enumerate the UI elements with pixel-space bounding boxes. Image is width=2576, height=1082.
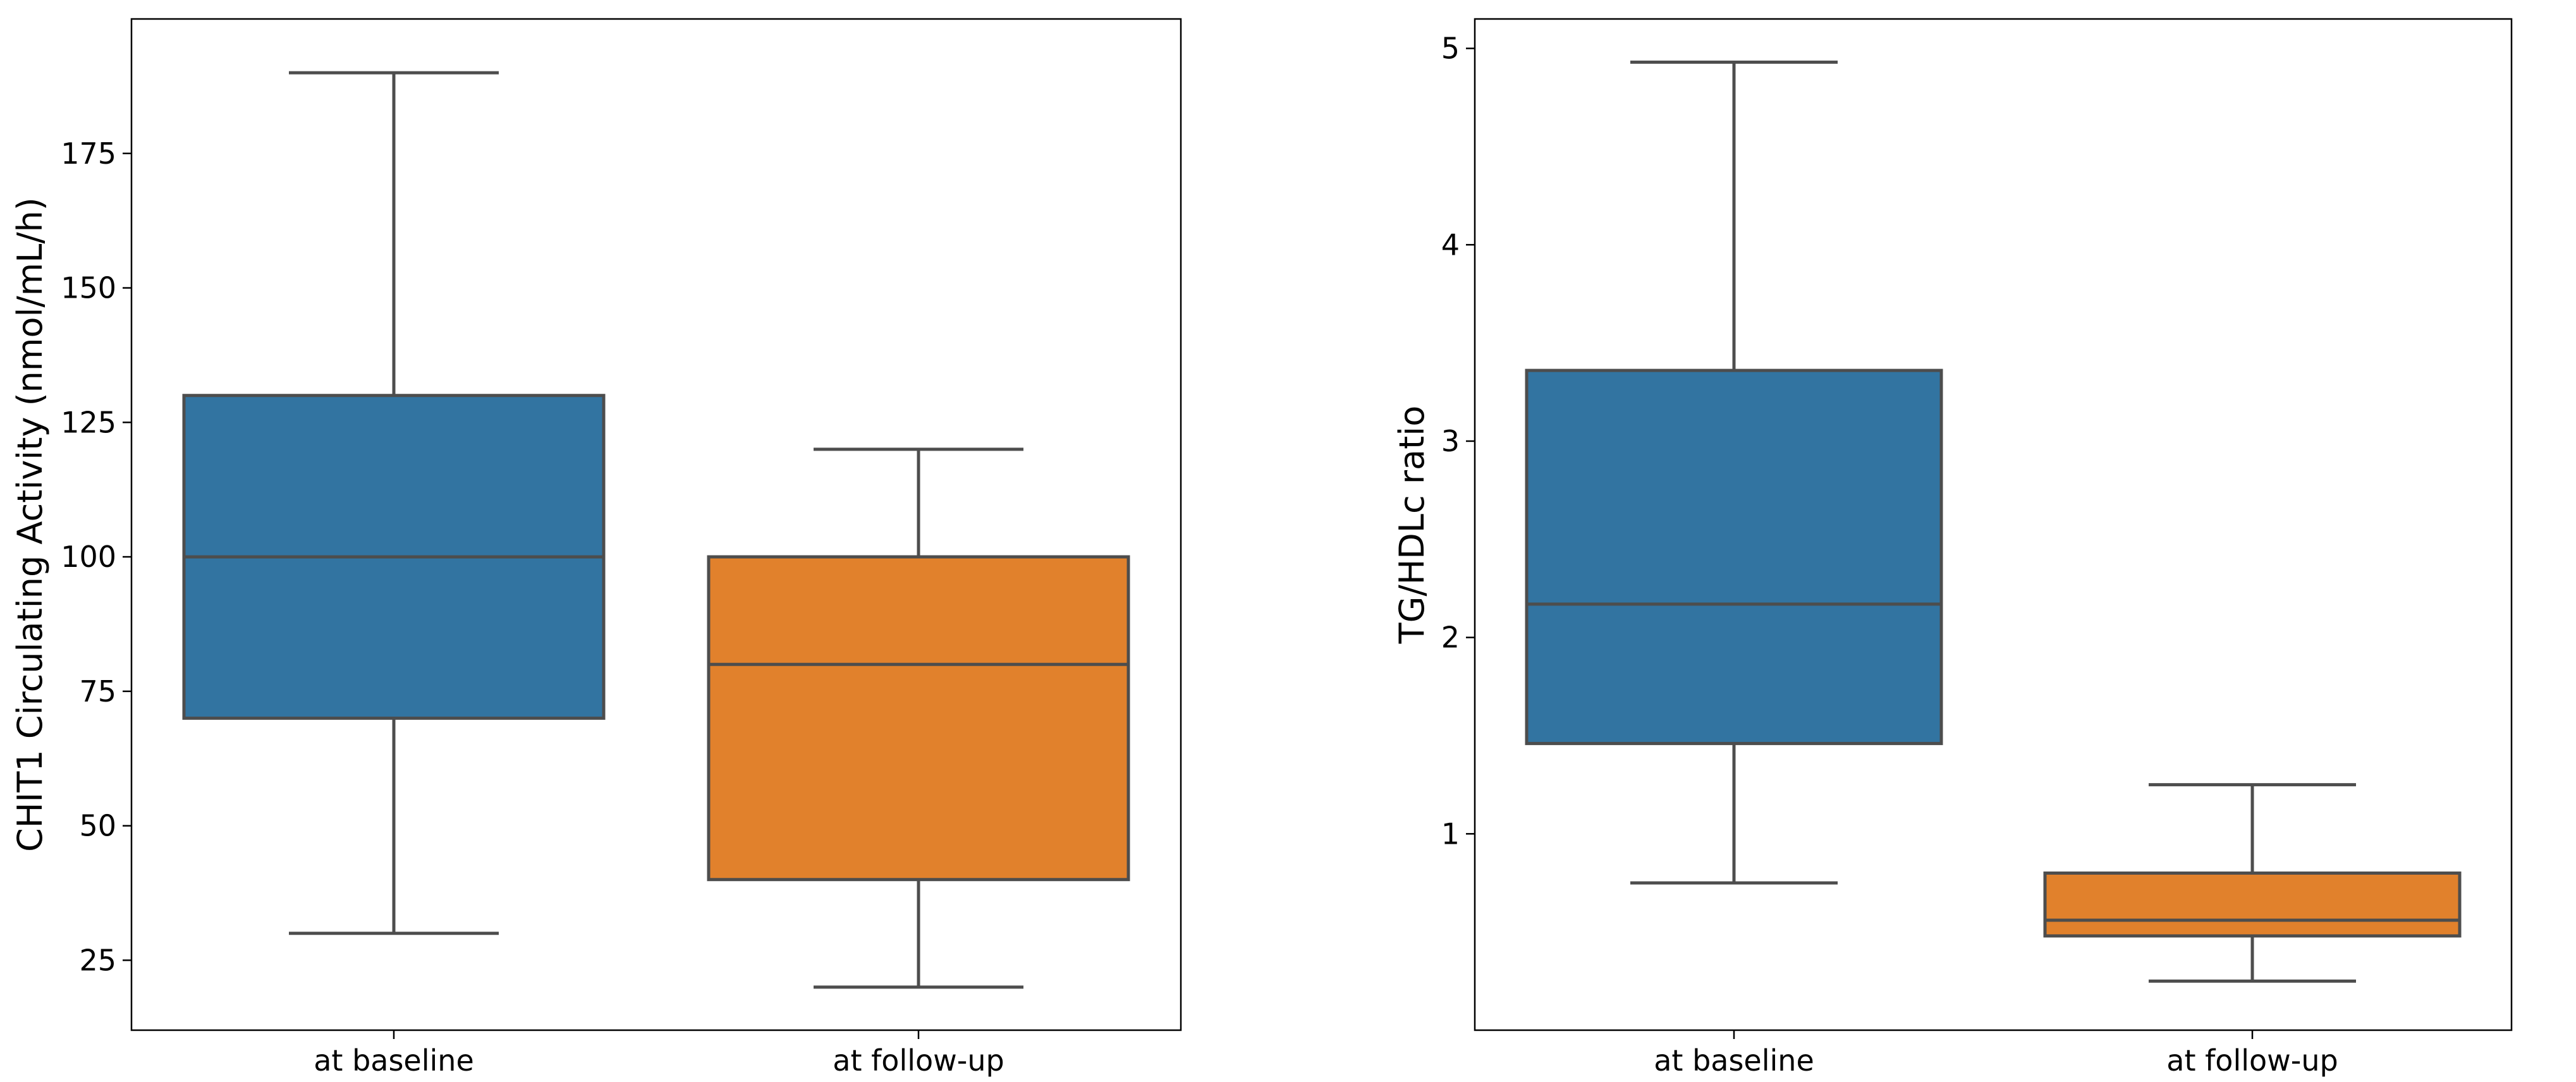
- box-at-baseline: [1525, 60, 1943, 885]
- y-tick-label: 150: [61, 271, 116, 305]
- y-tick-label: 25: [79, 943, 116, 977]
- x-tick-label: at baseline: [1654, 1043, 1814, 1078]
- box-at-baseline: [182, 71, 606, 935]
- y-ticks: 25 50 75 100 125 150 175: [61, 137, 131, 977]
- x-tick-label: at baseline: [314, 1043, 474, 1078]
- box-group: [182, 71, 1130, 989]
- y-tick-label: 2: [1441, 621, 1460, 655]
- y-tick-label: 75: [79, 674, 116, 708]
- box-at-follow-up: [707, 447, 1130, 989]
- y-tick-label: 4: [1441, 228, 1460, 262]
- y-axis-label: TG/HDLc ratio: [1392, 406, 1432, 645]
- plot-area-frame: [1474, 18, 2513, 1031]
- y-axis-label: CHIT1 Circulating Activity (nmol/mL/h): [10, 197, 50, 852]
- iqr-box: [2043, 871, 2462, 938]
- y-tick-label: 50: [79, 809, 116, 843]
- y-tick-label: 175: [61, 137, 116, 171]
- iqr-box: [1525, 368, 1943, 745]
- x-tick-label: at follow-up: [2166, 1043, 2338, 1078]
- box-at-follow-up: [2043, 783, 2462, 983]
- plot-area-frame: [130, 18, 1182, 1031]
- iqr-box: [707, 555, 1130, 882]
- y-tick-label: 5: [1441, 32, 1460, 66]
- y-tick-label: 1: [1441, 817, 1460, 851]
- box-group: [1525, 60, 2462, 983]
- chit1-boxplot-panel: CHIT1 Circulating Activity (nmol/mL/h) 2…: [10, 18, 1182, 1078]
- tg-hdlc-boxplot-panel: TG/HDLc ratio 1 2 3 4 5 at baseline at follow…: [1392, 18, 2513, 1078]
- x-tick-label: at follow-up: [833, 1043, 1004, 1078]
- x-ticks: at baseline at follow-up: [314, 1030, 1004, 1078]
- x-ticks: at baseline at follow-up: [1654, 1030, 2338, 1078]
- y-tick-label: 100: [61, 540, 116, 574]
- y-tick-label: 3: [1441, 424, 1460, 458]
- y-ticks: 1 2 3 4 5: [1441, 32, 1475, 851]
- y-tick-label: 125: [61, 405, 116, 439]
